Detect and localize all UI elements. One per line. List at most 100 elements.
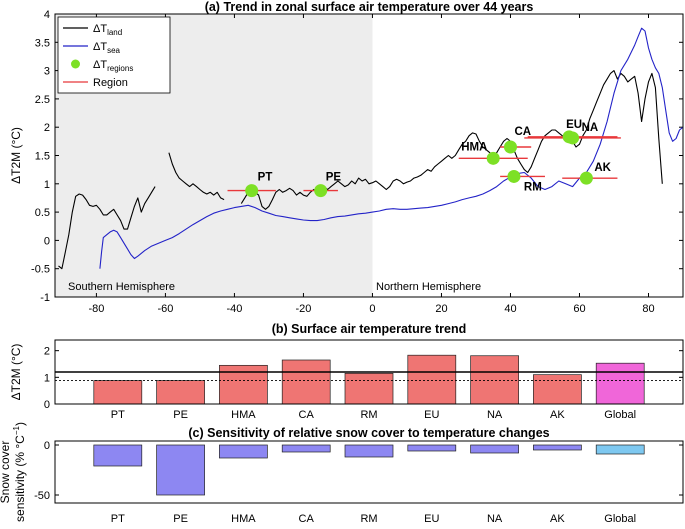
legend-label-main: Region [93, 77, 128, 89]
x-tick-label: -40 [226, 303, 242, 315]
y-tick-label: -50 [34, 490, 50, 502]
region-label-rm: RM [524, 181, 542, 193]
legend-label-main: ΔT [93, 23, 107, 35]
x-tick-label: 0 [369, 303, 375, 315]
panel-c-y-label-line2: sensitivity (% °C−1) [12, 422, 27, 522]
panel-c-bars [93, 444, 645, 496]
bar-rm [344, 372, 394, 405]
t-land-line [168, 152, 225, 201]
panel-c-y-label-close: ) [13, 422, 27, 426]
bar-hma [219, 364, 268, 405]
legend-label: Region [93, 77, 128, 89]
x-tick-label: 20 [435, 303, 447, 315]
category-label: EU [424, 409, 439, 421]
legend-label-subscript: sea [107, 46, 120, 55]
region-label-pe: PE [326, 172, 342, 184]
bar-na [470, 355, 519, 405]
y-tick-label: 2.5 [35, 94, 50, 106]
x-tick-label: -20 [295, 303, 311, 315]
legend-label-subscript: regions [107, 64, 133, 73]
panel-c-category-labels: PT PE HMA CA RM EU NA AK Global [111, 513, 636, 525]
category-label: CA [299, 513, 315, 525]
category-label: RM [360, 409, 377, 421]
bar-pe [156, 380, 205, 405]
bar-global [595, 444, 645, 455]
bar-ak [533, 374, 582, 405]
panel-b-frame [54, 339, 684, 405]
category-label: NA [487, 409, 503, 421]
bar-pt [93, 380, 143, 405]
y-tick-label: 3 [44, 66, 50, 78]
panel-c-title: (c) Sensitivity of relative snow cover t… [188, 426, 549, 440]
t-sea-line [99, 27, 684, 269]
region-marker-rm [507, 169, 521, 183]
x-tick-label: -80 [88, 303, 104, 315]
legend-label-subscript: land [107, 28, 122, 37]
y-tick-label: 3.5 [35, 37, 50, 49]
x-tick-label: 60 [573, 303, 585, 315]
panel-c-y-label-main: sensitivity (% °C [13, 435, 27, 522]
y-tick-label: 0 [44, 235, 50, 247]
bar-ak [533, 444, 582, 451]
panel-a: -1 -0.5 0 0.5 1 1.5 2 2.5 3 3.5 4 -80 -60 -40 -20 0 20 4… [9, 0, 684, 315]
bar-na [470, 444, 519, 454]
category-label: PE [173, 513, 188, 525]
region-marker-ca [503, 140, 517, 154]
bar-pt [93, 444, 143, 467]
panel-b-category-labels: PT PE HMA CA RM EU NA AK Global [111, 409, 636, 421]
panel-a-frame [54, 13, 684, 298]
panel-a-title: (a) Trend in zonal surface air temperatu… [205, 0, 534, 14]
region-marker-ak [579, 171, 593, 185]
panel-c-y-ticks: -50 0 [34, 440, 683, 502]
panel-b: 0 1 2 PT PE HMA CA RM EU NA AK Global (b) Surface … [9, 322, 684, 421]
category-label: AK [550, 513, 565, 525]
panel-a-x-ticks: -80 -60 -40 -20 0 20 40 60 80 [88, 14, 655, 315]
category-label: HMA [231, 409, 256, 421]
category-label: PT [111, 513, 125, 525]
bar-ca [281, 359, 331, 405]
panel-c: -50 0 PT PE HMA CA RM EU NA AK Global (c) Sensiti… [0, 422, 684, 525]
region-marker-pe [314, 184, 328, 198]
region-label-eu: EU [566, 119, 582, 131]
x-tick-label: 40 [504, 303, 516, 315]
panel-c-y-label-line1: Snow cover [0, 441, 12, 504]
region-label-na: NA [582, 122, 599, 134]
northern-hemisphere-label: Northern Hemisphere [376, 281, 481, 293]
y-tick-label: 1.5 [35, 151, 50, 163]
x-tick-label: -60 [157, 303, 173, 315]
bar-rm [344, 444, 394, 458]
y-tick-label: 0 [44, 440, 50, 452]
category-label: RM [360, 513, 377, 525]
panel-b-bars [93, 354, 645, 405]
region-marker-na [566, 131, 580, 145]
legend-label-main: ΔT [93, 59, 107, 71]
region-label-pt: PT [258, 172, 273, 184]
y-tick-label: -0.5 [31, 264, 50, 276]
y-tick-label: 0.5 [35, 207, 50, 219]
y-tick-label: 4 [44, 9, 50, 21]
category-label: Global [604, 409, 636, 421]
region-label-hma: HMA [461, 141, 487, 153]
panel-a-y-ticks: -1 -0.5 0 0.5 1 1.5 2 2.5 3 3.5 4 [31, 9, 683, 304]
legend-label: ΔTsea [93, 41, 121, 55]
region-markers: PT PE HMA CA RM EU NA AK [227, 119, 621, 198]
legend-label-main: ΔT [93, 41, 107, 53]
y-tick-label: 1 [44, 179, 50, 191]
southern-hemisphere-label: Southern Hemisphere [68, 281, 175, 293]
legend-box [57, 16, 171, 94]
y-tick-label: 2 [44, 122, 50, 134]
category-label: NA [487, 513, 503, 525]
y-tick-label: -1 [40, 292, 50, 304]
panel-a-lines [58, 27, 684, 270]
panel-b-title: (b) Surface air temperature trend [272, 322, 467, 336]
panel-b-y-label: ΔT2M (°C) [9, 344, 23, 401]
category-label: HMA [231, 513, 256, 525]
bar-global [595, 362, 645, 405]
category-label: Global [604, 513, 636, 525]
category-label: EU [424, 513, 439, 525]
bar-eu [407, 354, 457, 405]
bar-eu [407, 444, 457, 452]
panel-c-frame [54, 440, 684, 504]
category-label: CA [299, 409, 315, 421]
